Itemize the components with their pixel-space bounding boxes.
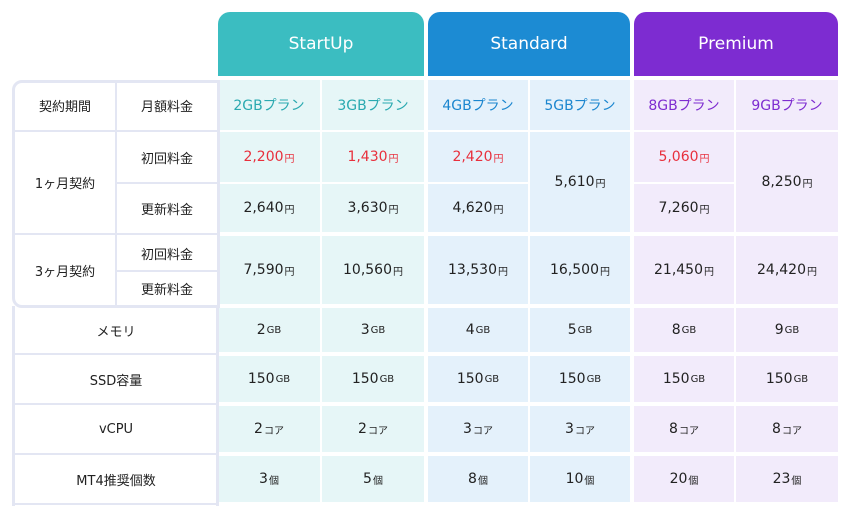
spec-cell: 9 GB — [736, 308, 838, 352]
spec-cell: 23 個 — [736, 456, 838, 502]
price-cell: 16,500 円 — [530, 236, 630, 304]
price-cell: 2,200 円 — [218, 132, 320, 182]
price-cell: 7,590 円 — [218, 236, 320, 304]
spec-cell: 150 GB — [634, 356, 734, 402]
spec-cell: 150 GB — [218, 356, 320, 402]
plan-2gb-header: 2GBプラン — [218, 80, 320, 130]
ssd-label: SSD容量 — [14, 356, 218, 402]
grid-line — [12, 503, 218, 505]
price-cell: 7,260 円 — [634, 184, 734, 232]
spec-cell: 2 GB — [218, 308, 320, 352]
spec-cell: 10 個 — [530, 456, 630, 502]
price-cell: 24,420 円 — [736, 236, 838, 304]
spec-cell: 5 GB — [530, 308, 630, 352]
grid-line — [12, 306, 15, 506]
spec-cell: 150 GB — [736, 356, 838, 402]
grid-line — [12, 453, 218, 455]
one-month-initial-label: 初回料金 — [116, 132, 218, 182]
spec-cell: 3 コア — [530, 406, 630, 452]
spec-cell: 8 GB — [634, 308, 734, 352]
grid-line — [12, 353, 218, 355]
one-month-label: 1ヶ月契約 — [14, 132, 116, 232]
plan-4gb-header: 4GBプラン — [428, 80, 528, 130]
memory-label: メモリ — [14, 308, 218, 352]
grid-line — [115, 80, 117, 308]
plan-8gb-header: 8GBプラン — [634, 80, 734, 130]
price-cell-merged: 5,610 円 — [530, 132, 630, 232]
price-cell: 13,530 円 — [428, 236, 528, 304]
plan-5gb-header: 5GBプラン — [530, 80, 630, 130]
one-month-renewal-label: 更新料金 — [116, 184, 218, 232]
price-cell-merged: 8,250 円 — [736, 132, 838, 232]
contract-period-header: 契約期間 — [14, 82, 116, 128]
price-cell: 5,060 円 — [634, 132, 734, 182]
grid-line — [12, 403, 218, 405]
spec-cell: 2 コア — [322, 406, 424, 452]
three-month-initial-label: 初回料金 — [116, 236, 218, 270]
price-cell: 2,640 円 — [218, 184, 320, 232]
spec-cell: 20 個 — [634, 456, 734, 502]
grid-line — [12, 130, 218, 132]
grid-line — [216, 306, 219, 506]
price-cell: 10,560 円 — [322, 236, 424, 304]
plan-header-standard: Standard — [428, 12, 630, 76]
spec-cell: 4 GB — [428, 308, 528, 352]
plan-header-premium: Premium — [634, 12, 838, 76]
spec-cell: 8 コア — [736, 406, 838, 452]
plan-9gb-header: 9GBプラン — [736, 80, 838, 130]
spec-cell: 2 コア — [218, 406, 320, 452]
price-cell: 4,620 円 — [428, 184, 528, 232]
spec-cell: 150 GB — [530, 356, 630, 402]
three-month-label: 3ヶ月契約 — [14, 236, 116, 304]
plan-3gb-header: 3GBプラン — [322, 80, 424, 130]
three-month-renewal-label: 更新料金 — [116, 272, 218, 304]
price-cell: 21,450 円 — [634, 236, 734, 304]
price-cell: 2,420 円 — [428, 132, 528, 182]
grid-line — [115, 182, 218, 184]
price-cell: 1,430 円 — [322, 132, 424, 182]
plan-header-startup: StartUp — [218, 12, 424, 76]
spec-cell: 3 コア — [428, 406, 528, 452]
spec-cell: 150 GB — [428, 356, 528, 402]
spec-cell: 150 GB — [322, 356, 424, 402]
price-cell: 3,630 円 — [322, 184, 424, 232]
grid-line — [115, 270, 218, 272]
monthly-fee-header: 月額料金 — [116, 82, 218, 128]
vcpu-label: vCPU — [14, 406, 218, 452]
mt4-label: MT4推奨個数 — [14, 456, 218, 502]
spec-cell: 3 GB — [322, 308, 424, 352]
grid-line — [12, 233, 218, 235]
spec-cell: 8 コア — [634, 406, 734, 452]
